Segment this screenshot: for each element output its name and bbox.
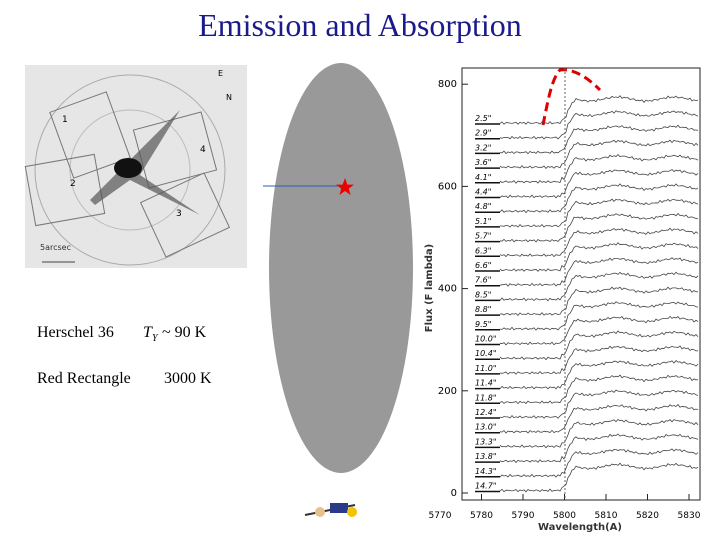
spectrum-trace <box>499 345 699 375</box>
offset-label: 6.3" <box>475 246 491 255</box>
offset-label: 8.5" <box>475 290 491 299</box>
panel-label: 3 <box>176 209 182 219</box>
spectrum-trace <box>499 212 699 243</box>
compass-label: N <box>226 93 232 102</box>
y-axis-label: Flux (F lambda) <box>424 244 435 332</box>
clipart-figure <box>304 503 357 517</box>
nebula-image <box>24 65 247 268</box>
temp-value: 3000 K <box>164 370 212 387</box>
spectrum-trace <box>499 448 699 478</box>
spectrum-trace <box>499 271 699 302</box>
offset-label: 14.7" <box>475 482 497 491</box>
offset-label: 11.4" <box>475 379 497 388</box>
offset-label: 5.7" <box>475 232 491 241</box>
offset-label: 13.0" <box>475 423 497 432</box>
offset-label: 3.2" <box>475 143 491 152</box>
x-tick-label: 5770 <box>429 511 452 521</box>
spectrum-trace <box>499 227 699 258</box>
panel-label: 2 <box>70 179 76 189</box>
panel-label: 1 <box>62 115 68 125</box>
offset-label: 9.5" <box>475 320 491 329</box>
offset-label: 7.6" <box>475 276 491 285</box>
x-tick-label: 5820 <box>636 511 659 521</box>
title: Emission and Absorption <box>198 7 522 43</box>
spectrum-trace <box>499 139 699 169</box>
spectrum-trace <box>499 433 699 464</box>
x-tick-label: 5780 <box>470 511 493 521</box>
offset-label: 4.1" <box>475 173 491 182</box>
spectrum-trace <box>499 242 699 272</box>
offset-label: 2.9" <box>475 129 491 138</box>
highlight-curve <box>541 68 602 126</box>
offset-label: 6.6" <box>475 261 491 270</box>
spectrum-trace <box>499 374 699 405</box>
offset-label: 5.1" <box>475 217 491 226</box>
spectrum-trace <box>499 124 699 155</box>
spectrum-trace <box>499 168 699 199</box>
gray-ellipse <box>269 63 413 473</box>
offset-label: 13.3" <box>475 437 497 446</box>
x-tick-label: 5830 <box>678 511 701 521</box>
offset-label: 13.8" <box>475 452 497 461</box>
y-tick-label: 600 <box>438 181 457 192</box>
x-tick-label: 5810 <box>595 511 618 521</box>
spectrum-trace <box>499 257 699 287</box>
x-tick-label: 5790 <box>512 511 535 521</box>
spectrum-trace <box>499 330 699 361</box>
offset-label: 11.8" <box>475 393 497 402</box>
offset-label: 3.6" <box>475 158 491 167</box>
object-name: Red Rectangle <box>37 370 131 387</box>
y-tick-label: 800 <box>438 79 457 90</box>
offset-label: 11.0" <box>475 364 497 373</box>
x-axis-label: Wavelength(A) <box>538 522 622 533</box>
temp-subscript: Y <box>152 333 159 344</box>
spectrum-trace <box>499 403 699 434</box>
offset-label: 2.5" <box>475 114 491 123</box>
y-tick-label: 200 <box>438 386 457 397</box>
spectrum-trace <box>499 110 699 140</box>
object-name: Herschel 36 <box>37 324 114 341</box>
y-tick-label: 0 <box>451 488 457 499</box>
spectrum-trace <box>499 183 699 214</box>
star <box>336 178 354 195</box>
temp-value: ~ 90 K <box>162 324 207 341</box>
offset-label: 4.4" <box>475 188 491 197</box>
spectrum-trace <box>499 154 699 184</box>
offset-label: 4.8" <box>475 202 491 211</box>
spectrum-trace <box>499 95 699 125</box>
spectrum-trace <box>499 301 699 331</box>
spectrum-trace <box>499 315 699 346</box>
spectrum-trace <box>499 418 699 449</box>
temp-symbol: T <box>143 324 153 341</box>
x-tick-label: 5800 <box>553 511 576 521</box>
spectrum-trace <box>499 360 699 390</box>
spectrum-trace <box>499 198 699 228</box>
scale-label: 5arcsec <box>40 243 71 252</box>
spectrum-trace <box>499 389 699 419</box>
spectrum-trace <box>499 286 699 316</box>
y-tick-label: 400 <box>438 284 457 295</box>
offset-label: 14.3" <box>475 467 497 476</box>
offset-label: 10.4" <box>475 349 497 358</box>
offset-label: 10.0" <box>475 335 497 344</box>
offset-label: 8.8" <box>475 305 491 314</box>
compass-label: E <box>218 69 223 78</box>
offset-label: 12.4" <box>475 408 497 417</box>
panel-label: 4 <box>200 145 206 155</box>
spectrum-trace <box>499 462 699 493</box>
